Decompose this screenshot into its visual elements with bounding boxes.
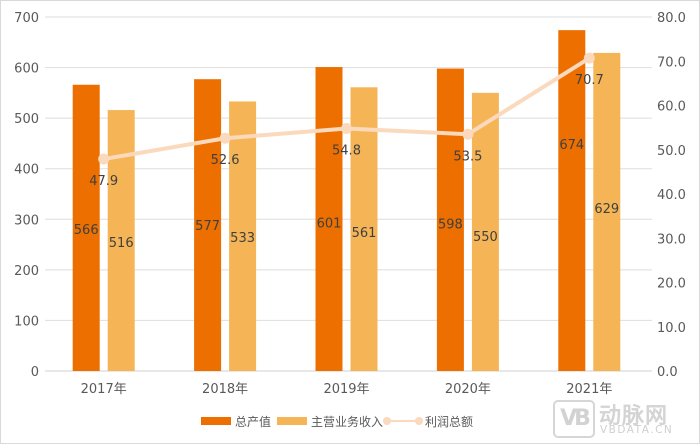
legend-label-total-profit: 利润总额 xyxy=(425,414,474,429)
bar-data-label: 533 xyxy=(230,231,255,246)
watermark: VB 动脉网 VBDATA.CN xyxy=(553,398,693,440)
bar-data-label: 550 xyxy=(473,230,498,245)
line-marker xyxy=(583,52,595,64)
x-axis-tick: 2020年 xyxy=(445,382,491,397)
right-axis-tick: 10.0 xyxy=(657,321,686,336)
bar xyxy=(315,67,343,372)
watermark-name-cn: 动脉网 xyxy=(599,404,669,429)
bar xyxy=(593,52,621,372)
legend-item-main-revenue: 主营业务收入 xyxy=(277,413,383,430)
legend-line-marker-icon xyxy=(383,415,424,427)
right-axis-tick: 20.0 xyxy=(657,277,686,292)
legend-swatch-main-revenue xyxy=(277,417,308,425)
bar-data-label: 601 xyxy=(317,216,342,231)
bar xyxy=(436,68,464,371)
right-axis-tick: 40.0 xyxy=(657,188,686,203)
bar xyxy=(229,101,257,371)
left-axis-tick: 300 xyxy=(14,213,39,228)
bar xyxy=(350,87,378,372)
bar-data-label: 561 xyxy=(352,226,377,241)
bar-data-label: 629 xyxy=(594,202,619,217)
bar xyxy=(72,84,100,371)
left-axis-tick: 100 xyxy=(14,314,39,329)
bar xyxy=(558,30,586,372)
right-axis-tick: 30.0 xyxy=(657,232,686,247)
right-axis-tick: 50.0 xyxy=(657,144,686,159)
line-data-label: 53.5 xyxy=(453,149,482,164)
line-data-label: 54.8 xyxy=(332,144,361,159)
left-axis-tick: 0 xyxy=(31,365,39,380)
bar-data-label: 598 xyxy=(438,217,463,232)
bar xyxy=(471,92,499,371)
bar-data-label: 577 xyxy=(195,219,220,234)
line-marker xyxy=(462,128,474,140)
legend: 总产值 主营业务收入 利润总额 xyxy=(201,413,479,429)
line-marker xyxy=(219,132,231,144)
x-axis-tick: 2017年 xyxy=(81,382,127,397)
right-axis-tick: 80.0 xyxy=(657,11,686,26)
left-axis-tick: 200 xyxy=(14,264,39,279)
line-marker xyxy=(98,153,110,165)
x-axis-tick: 2019年 xyxy=(323,382,369,397)
line-data-label: 52.6 xyxy=(211,153,240,168)
vb-logo-icon: VB xyxy=(553,400,595,438)
right-axis-tick: 70.0 xyxy=(657,55,686,70)
legend-label-main-revenue: 主营业务收入 xyxy=(311,414,384,429)
line-data-label: 70.7 xyxy=(575,73,604,88)
watermark-name-en: VBDATA.CN xyxy=(600,424,674,436)
bar-data-label: 566 xyxy=(74,223,99,238)
left-axis-tick: 600 xyxy=(14,62,39,77)
right-axis-tick: 0.0 xyxy=(657,365,678,380)
bar-data-label: 516 xyxy=(109,236,134,251)
combo-chart: 0 100 200 300 400 500 600 700 0.0 10.0 20.0 30.0 40.… xyxy=(14,11,686,397)
line-marker xyxy=(341,123,352,135)
bar xyxy=(194,79,222,372)
legend-label-total-output: 总产值 xyxy=(235,414,272,429)
x-axis-tick: 2018年 xyxy=(202,382,248,397)
right-axis-tick: 60.0 xyxy=(657,100,686,115)
legend-item-total-output: 总产值 xyxy=(201,413,271,430)
x-axis-tick: 2021年 xyxy=(566,382,612,397)
legend-swatch-total-output xyxy=(201,417,231,425)
left-axis-tick: 700 xyxy=(14,11,39,26)
left-axis-tick: 500 xyxy=(14,112,39,127)
left-axis-tick: 400 xyxy=(14,163,39,178)
bar-data-label: 674 xyxy=(559,138,584,153)
line-data-label: 47.9 xyxy=(89,174,118,189)
legend-item-total-profit: 利润总额 xyxy=(383,413,473,430)
